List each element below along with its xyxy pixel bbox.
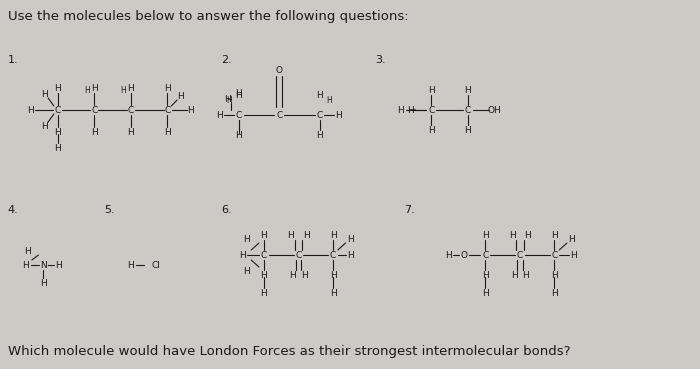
Text: C: C (91, 106, 97, 114)
Text: H: H (55, 261, 62, 269)
Text: H: H (41, 90, 48, 99)
Text: C: C (276, 110, 282, 120)
Text: H: H (482, 270, 489, 279)
Text: H: H (91, 83, 98, 93)
Text: H: H (570, 251, 577, 259)
Text: H: H (40, 279, 47, 287)
Text: H: H (347, 235, 354, 244)
Text: H: H (330, 270, 337, 279)
Text: C: C (236, 110, 241, 120)
Text: H: H (551, 270, 558, 279)
Text: C: C (428, 106, 435, 114)
Text: 4.: 4. (8, 205, 18, 215)
Text: H: H (482, 231, 489, 239)
Text: H: H (164, 128, 171, 137)
Text: C: C (552, 251, 558, 259)
Text: H: H (187, 106, 194, 114)
Text: H: H (335, 110, 342, 120)
Text: Which molecule would have London Forces as their strongest intermolecular bonds?: Which molecule would have London Forces … (8, 345, 570, 358)
Text: H: H (27, 106, 34, 114)
Text: O: O (461, 251, 468, 259)
Text: H: H (260, 289, 267, 297)
Text: H: H (127, 261, 134, 269)
Text: C: C (260, 251, 267, 259)
Text: H: H (316, 131, 323, 139)
Text: H: H (330, 289, 337, 297)
Text: H: H (243, 266, 250, 276)
Text: H: H (301, 270, 307, 279)
Text: H: H (551, 289, 558, 297)
Text: H: H (464, 86, 471, 94)
Text: H: H (235, 90, 242, 100)
Text: H: H (428, 125, 435, 134)
Text: Cl: Cl (151, 261, 160, 269)
Text: H: H (397, 106, 404, 114)
Text: H: H (289, 270, 296, 279)
Text: C: C (295, 251, 302, 259)
Text: C: C (128, 106, 134, 114)
Text: H: H (428, 86, 435, 94)
Text: H: H (164, 83, 171, 93)
Text: H: H (239, 251, 246, 259)
Text: H: H (510, 270, 517, 279)
Text: H: H (260, 270, 267, 279)
Text: H: H (127, 83, 134, 93)
Text: H: H (55, 128, 61, 137)
Text: 5.: 5. (104, 205, 115, 215)
Text: -: - (412, 106, 416, 114)
Text: H: H (509, 231, 515, 239)
Text: H: H (326, 96, 332, 104)
Text: 1.: 1. (8, 55, 18, 65)
Text: H: H (260, 231, 267, 239)
Text: H: H (522, 270, 529, 279)
Text: H: H (55, 144, 61, 152)
Text: OH: OH (488, 106, 502, 114)
Text: H: H (482, 289, 489, 297)
Text: H: H (127, 128, 134, 137)
Text: H: H (25, 246, 32, 255)
Text: C: C (55, 106, 61, 114)
Text: C: C (465, 106, 471, 114)
Text: H: H (347, 251, 354, 259)
Text: O: O (276, 66, 283, 75)
Text: N: N (40, 261, 47, 269)
Text: H: H (84, 86, 90, 94)
Text: H: H (226, 96, 232, 104)
Text: H: H (407, 106, 414, 114)
Text: 3.: 3. (375, 55, 386, 65)
Text: H: H (120, 86, 126, 94)
Text: H: H (243, 235, 250, 244)
Text: H: H (464, 125, 471, 134)
Text: C: C (164, 106, 171, 114)
Text: C: C (330, 251, 336, 259)
Text: H: H (287, 231, 294, 239)
Text: H: H (524, 231, 531, 239)
Text: H: H (235, 131, 242, 139)
Text: Use the molecules below to answer the following questions:: Use the molecules below to answer the fo… (8, 10, 408, 23)
Text: H: H (330, 231, 337, 239)
Text: H: H (551, 231, 558, 239)
Text: 6.: 6. (221, 205, 232, 215)
Text: H: H (41, 121, 48, 131)
Text: H: H (22, 261, 29, 269)
Text: H: H (316, 90, 323, 100)
Text: H: H (216, 110, 223, 120)
Text: H: H (445, 251, 452, 259)
Text: C: C (482, 251, 489, 259)
Text: H: H (55, 83, 61, 93)
Text: C: C (316, 110, 323, 120)
Text: H: H (235, 89, 242, 97)
Text: 2.: 2. (221, 55, 232, 65)
Text: 7.: 7. (405, 205, 415, 215)
Text: H: H (302, 231, 309, 239)
Text: H: H (224, 94, 230, 103)
Text: H: H (568, 235, 575, 244)
Text: H: H (178, 92, 184, 100)
Text: C: C (517, 251, 523, 259)
Text: H: H (91, 128, 98, 137)
